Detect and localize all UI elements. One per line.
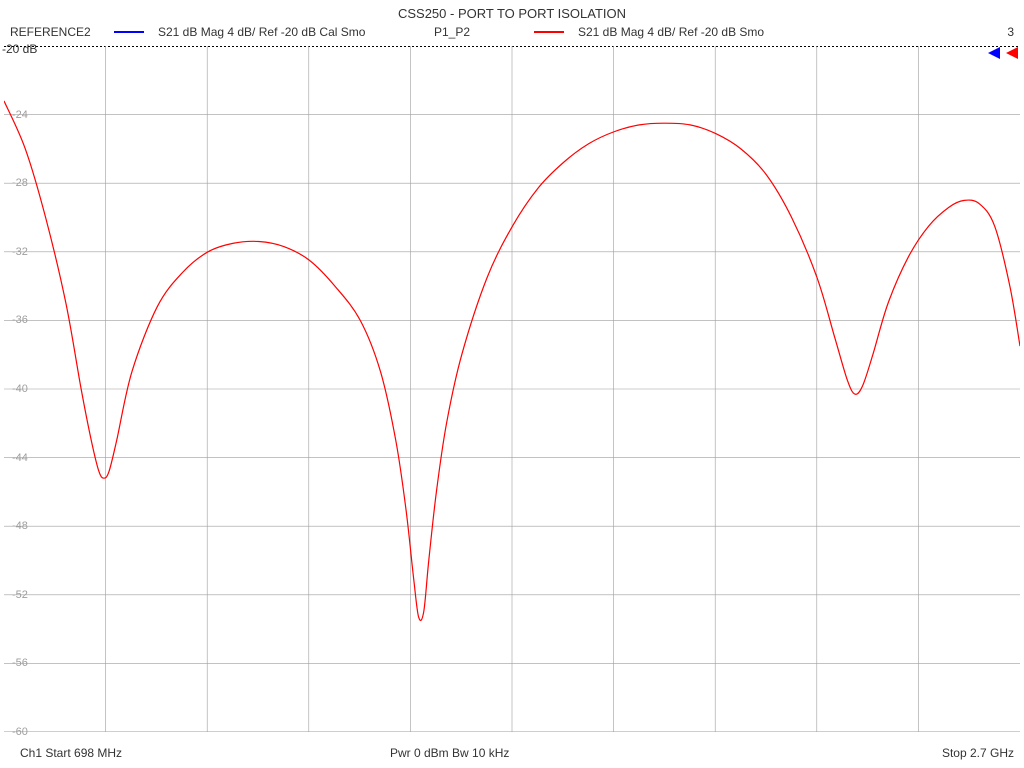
trace1-swatch xyxy=(114,31,144,33)
trace2-name: P1_P2 xyxy=(434,25,470,39)
y-tick-label: -32 xyxy=(12,246,28,258)
marker-number: 3 xyxy=(1007,25,1014,39)
trace1-desc: S21 dB Mag 4 dB/ Ref -20 dB Cal Smo xyxy=(158,25,365,39)
chart-svg xyxy=(4,46,1020,732)
y-tick-label: -28 xyxy=(12,177,28,189)
y-tick-label: -48 xyxy=(12,520,28,532)
y-tick-label: -24 xyxy=(12,109,28,121)
plot-area: -24-28-32-36-40-44-48-52-56-60 xyxy=(4,46,1020,732)
y-tick-label: -36 xyxy=(12,314,28,326)
trace2-desc: S21 dB Mag 4 dB/ Ref -20 dB Smo xyxy=(578,25,764,39)
y-tick-label: -44 xyxy=(12,452,28,464)
trace2-swatch xyxy=(534,31,564,33)
trace1-name: REFERENCE2 xyxy=(10,25,91,39)
power-bw-label: Pwr 0 dBm Bw 10 kHz xyxy=(390,746,509,760)
legend-bar: REFERENCE2 S21 dB Mag 4 dB/ Ref -20 dB C… xyxy=(0,25,1024,43)
y-tick-label: -60 xyxy=(12,726,28,738)
start-freq-label: Ch1 Start 698 MHz xyxy=(20,746,122,760)
y-tick-label: -40 xyxy=(12,383,28,395)
footer-bar: Ch1 Start 698 MHz Pwr 0 dBm Bw 10 kHz St… xyxy=(0,746,1024,762)
y-tick-label: -56 xyxy=(12,657,28,669)
y-tick-label: -52 xyxy=(12,589,28,601)
stop-freq-label: Stop 2.7 GHz xyxy=(942,746,1014,760)
chart-title: CSS250 - PORT TO PORT ISOLATION xyxy=(0,0,1024,21)
